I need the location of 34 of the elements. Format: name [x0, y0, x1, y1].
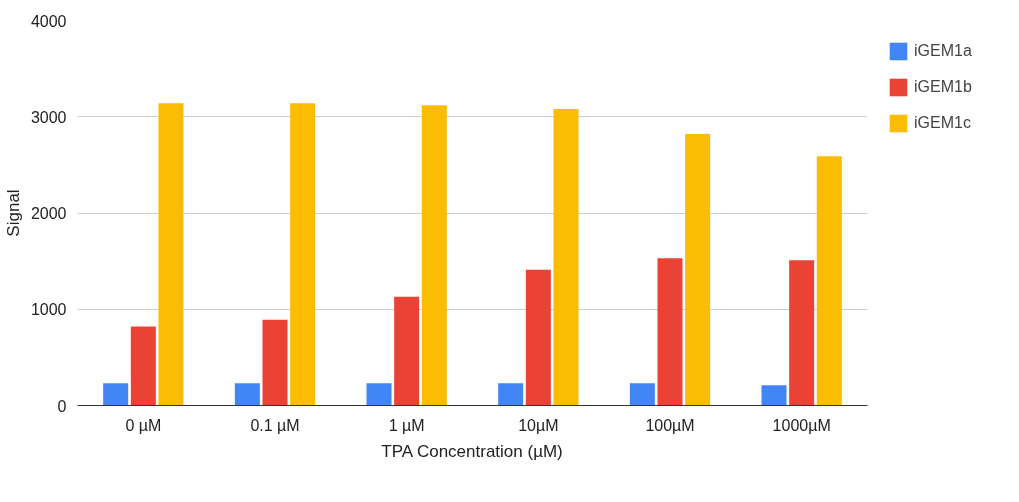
y-tick-label: 2000	[30, 205, 67, 222]
x-tick-label: 1000µM	[772, 416, 831, 434]
bar	[498, 383, 524, 406]
x-tick-label: 1 µM	[388, 416, 425, 434]
bar	[657, 258, 683, 406]
bar	[816, 156, 842, 406]
x-axis-title: TPA Concentration (µM)	[381, 441, 563, 461]
x-tick-label: 0.1 µM	[250, 416, 300, 434]
x-tick-label: 10µM	[518, 416, 559, 434]
bar	[366, 383, 392, 406]
y-tick-label: 0	[57, 397, 67, 415]
bar	[789, 260, 815, 406]
y-tick-label: 3000	[30, 108, 67, 126]
bar	[290, 103, 316, 406]
bar	[761, 385, 787, 406]
bar	[525, 269, 551, 406]
legend-label: iGEM1b	[914, 78, 973, 96]
bar	[685, 134, 711, 406]
bar	[103, 383, 129, 406]
bar	[158, 103, 184, 406]
legend-label: iGEM1c	[914, 114, 972, 132]
y-tick-label: 1000	[30, 301, 67, 319]
bar	[262, 319, 288, 406]
bar	[394, 296, 420, 406]
x-tick-label: 100µM	[645, 416, 695, 434]
bar	[234, 383, 260, 406]
bar	[130, 326, 156, 406]
bar	[421, 105, 447, 406]
x-tick-label: 0 µM	[125, 416, 162, 434]
y-tick-label: 4000	[30, 12, 67, 30]
bar	[629, 383, 655, 406]
y-axis-title: Signal	[3, 189, 23, 237]
bar	[553, 109, 579, 406]
legend-label: iGEM1a	[914, 42, 973, 60]
